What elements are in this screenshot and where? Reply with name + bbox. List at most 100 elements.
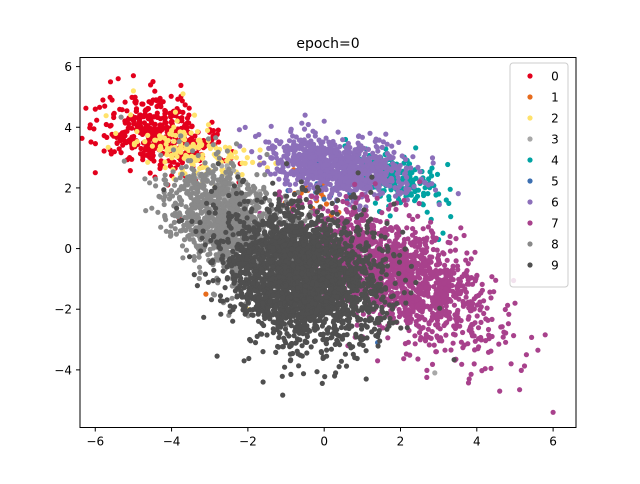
data-point xyxy=(337,178,343,185)
data-point xyxy=(122,138,128,144)
data-point xyxy=(508,361,514,367)
data-point xyxy=(461,232,467,239)
data-point xyxy=(408,165,414,171)
data-point xyxy=(268,123,274,129)
data-point xyxy=(296,151,302,157)
data-point xyxy=(171,219,177,225)
data-point xyxy=(273,137,280,144)
data-point xyxy=(191,257,197,263)
data-point xyxy=(397,191,403,197)
data-point xyxy=(119,130,125,136)
data-point xyxy=(409,170,415,176)
data-point xyxy=(337,152,343,158)
data-point xyxy=(444,257,450,263)
data-point xyxy=(83,105,89,111)
data-point xyxy=(122,99,128,105)
data-point xyxy=(390,161,396,167)
data-point xyxy=(456,296,462,302)
data-point xyxy=(369,248,375,254)
data-point xyxy=(440,230,446,236)
data-point xyxy=(411,257,417,263)
data-point xyxy=(236,195,242,201)
data-point xyxy=(432,370,438,376)
data-point xyxy=(412,341,418,347)
data-point xyxy=(471,361,477,367)
data-point xyxy=(376,184,382,191)
data-point xyxy=(425,304,431,310)
data-point xyxy=(457,291,463,297)
data-point xyxy=(341,168,348,174)
data-point xyxy=(152,137,159,143)
data-point xyxy=(417,237,423,243)
data-point xyxy=(111,110,117,116)
data-point xyxy=(429,155,436,161)
data-point xyxy=(382,225,388,232)
data-point xyxy=(468,256,474,262)
data-point xyxy=(409,304,415,310)
data-point xyxy=(444,296,450,302)
data-point xyxy=(393,206,399,212)
data-point xyxy=(388,225,394,231)
data-point xyxy=(464,250,470,256)
data-point xyxy=(404,325,410,331)
data-point xyxy=(164,145,171,152)
data-point xyxy=(475,325,482,331)
data-point xyxy=(407,240,413,246)
data-point xyxy=(425,290,431,296)
data-point xyxy=(422,242,429,248)
data-point xyxy=(118,114,124,120)
data-point xyxy=(299,120,305,126)
data-point xyxy=(276,189,282,195)
data-point xyxy=(227,206,234,212)
data-point xyxy=(143,107,149,113)
data-point xyxy=(287,145,293,152)
data-point xyxy=(185,220,191,226)
data-point xyxy=(308,160,314,166)
data-point xyxy=(347,170,353,176)
data-point xyxy=(242,124,248,130)
data-point xyxy=(107,79,114,85)
data-point xyxy=(317,169,324,175)
data-point xyxy=(377,154,383,160)
data-point xyxy=(142,176,148,182)
data-point xyxy=(415,356,421,362)
data-point xyxy=(344,200,350,206)
data-point xyxy=(394,224,400,230)
data-point xyxy=(176,138,182,145)
data-point xyxy=(180,91,186,97)
data-point xyxy=(160,115,166,121)
data-point xyxy=(237,237,243,243)
data-point xyxy=(195,197,201,204)
data-point xyxy=(296,137,302,143)
data-point xyxy=(355,219,361,225)
data-point xyxy=(174,118,180,124)
data-point xyxy=(416,306,422,312)
data-point xyxy=(376,191,383,198)
data-point xyxy=(550,409,556,415)
data-point xyxy=(196,275,202,282)
data-point xyxy=(232,149,238,155)
data-point xyxy=(109,97,115,103)
data-point xyxy=(517,387,523,393)
data-point xyxy=(458,225,464,231)
data-point xyxy=(190,213,196,219)
data-point xyxy=(281,169,287,175)
data-point xyxy=(466,376,472,382)
data-point xyxy=(481,310,487,317)
data-point xyxy=(405,236,411,242)
data-point xyxy=(97,104,103,110)
points-layer xyxy=(80,73,556,415)
data-point xyxy=(323,135,329,141)
data-point xyxy=(155,102,161,109)
data-point xyxy=(354,322,360,328)
data-point xyxy=(88,139,94,145)
data-point xyxy=(284,205,290,211)
data-point xyxy=(457,323,463,329)
data-point xyxy=(364,172,370,178)
data-point xyxy=(254,172,260,178)
data-point xyxy=(239,172,245,178)
data-point xyxy=(143,125,149,131)
data-point xyxy=(396,139,402,145)
data-point xyxy=(187,174,193,180)
